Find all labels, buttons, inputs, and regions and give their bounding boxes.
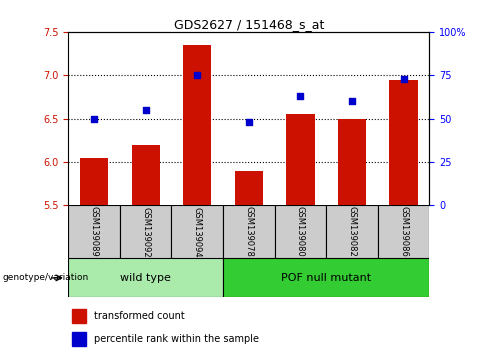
Bar [223, 258, 429, 297]
Bar [326, 205, 378, 258]
Bar [132, 144, 160, 205]
Bar [120, 205, 171, 258]
Point [90, 116, 98, 121]
Title: GDS2627 / 151468_s_at: GDS2627 / 151468_s_at [174, 18, 324, 31]
Point [297, 93, 305, 99]
Text: GSM139092: GSM139092 [141, 206, 150, 257]
Text: POF null mutant: POF null mutant [281, 273, 371, 283]
Text: GSM139089: GSM139089 [90, 206, 99, 257]
Text: genotype/variation: genotype/variation [2, 273, 89, 282]
Text: transformed count: transformed count [94, 311, 184, 321]
Point [400, 76, 407, 81]
Bar [80, 158, 108, 205]
Text: GSM139078: GSM139078 [244, 206, 253, 257]
Bar [275, 205, 326, 258]
Point [245, 119, 253, 125]
Bar [72, 332, 86, 346]
Text: GSM139080: GSM139080 [296, 206, 305, 257]
Bar [378, 205, 429, 258]
Bar [68, 258, 223, 297]
Bar [389, 80, 418, 205]
Bar [68, 205, 120, 258]
Point [193, 73, 201, 78]
Point [142, 107, 150, 113]
Text: GSM139082: GSM139082 [347, 206, 357, 257]
Point [348, 98, 356, 104]
Text: wild type: wild type [120, 273, 171, 283]
Bar [72, 309, 86, 323]
Bar [338, 119, 366, 205]
Text: GSM139094: GSM139094 [193, 206, 202, 257]
Bar [183, 45, 211, 205]
Bar [223, 205, 275, 258]
Bar [235, 171, 263, 205]
Bar [171, 205, 223, 258]
Text: GSM139086: GSM139086 [399, 206, 408, 257]
Bar [286, 114, 315, 205]
Text: percentile rank within the sample: percentile rank within the sample [94, 334, 259, 344]
